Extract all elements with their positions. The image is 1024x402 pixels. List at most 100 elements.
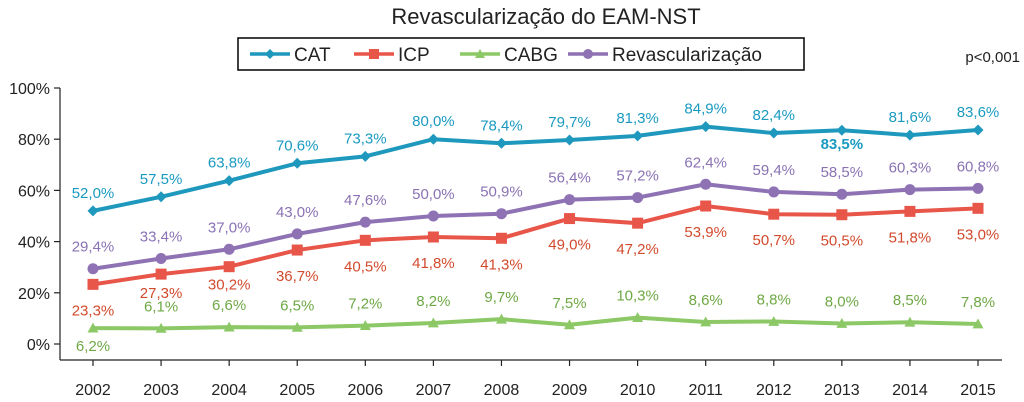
data-label-cabg: 8,2%: [416, 293, 450, 310]
data-label-revascularização: 60,8%: [957, 158, 1000, 175]
data-point-cabg: [564, 319, 576, 330]
data-label-cat: 79,7%: [548, 114, 591, 131]
x-tick-label: 2013: [824, 382, 860, 399]
data-label-cabg: 10,3%: [616, 288, 659, 305]
legend-marker-icp: [369, 49, 379, 59]
data-point-cabg: [87, 322, 99, 333]
legend-box: [237, 37, 805, 71]
data-point-cabg: [155, 322, 167, 333]
data-point-cat: [564, 134, 576, 146]
data-point-revascularização: [87, 263, 99, 275]
data-point-cabg: [836, 318, 848, 328]
legend-marker-cabg: [475, 49, 485, 58]
data-point-revascularização: [768, 186, 780, 198]
data-point-revascularização: [836, 188, 848, 200]
data-point-cat: [768, 127, 780, 139]
data-point-cat: [700, 121, 712, 133]
x-tick-label: 2008: [484, 382, 520, 399]
data-point-cat: [836, 124, 848, 136]
legend-marker-revascularização: [583, 49, 593, 59]
data-point-cat: [972, 124, 984, 136]
data-point-revascularização: [291, 228, 303, 240]
data-point-cabg: [700, 316, 712, 327]
chart-title: Revascularização do EAM-NST: [391, 4, 700, 29]
data-point-revascularização: [632, 192, 644, 204]
legend-label-cabg: CABG: [504, 45, 558, 66]
data-label-icp: 50,7%: [752, 232, 795, 249]
data-label-cabg: 8,6%: [689, 292, 723, 309]
legend-label-icp: ICP: [398, 45, 430, 66]
data-label-cat: 81,6%: [889, 109, 932, 126]
data-point-revascularização: [427, 210, 439, 222]
data-point-icp: [155, 268, 167, 280]
data-label-cat: 84,9%: [684, 101, 727, 118]
data-point-revascularização: [155, 252, 167, 264]
data-label-revascularização: 33,4%: [140, 228, 183, 245]
data-point-cat: [291, 157, 303, 169]
y-tick-label: 60%: [18, 183, 50, 200]
data-label-cabg: 8,0%: [825, 294, 859, 311]
x-axis: 2002 2003 2004 2005 2006 2007 2008 2009 2010 2011…: [60, 359, 1002, 399]
x-tick-label: 2010: [620, 382, 656, 399]
y-tick-label: 80%: [18, 132, 50, 149]
data-point-cabg: [768, 315, 780, 326]
y-tick-label: 40%: [18, 235, 50, 252]
data-point-cabg: [427, 317, 439, 328]
data-label-icp: 53,0%: [957, 226, 1000, 243]
data-label-cat: 81,3%: [616, 110, 659, 127]
data-point-icp: [564, 213, 576, 225]
data-point-icp: [427, 231, 439, 243]
data-point-icp: [359, 234, 371, 246]
data-label-icp: 51,8%: [889, 229, 932, 246]
data-point-cabg: [495, 313, 507, 324]
data-label-cabg: 7,2%: [348, 296, 382, 313]
data-point-cat: [427, 133, 439, 145]
data-point-icp: [291, 244, 303, 256]
data-point-revascularização: [700, 178, 712, 190]
data-point-icp: [700, 200, 712, 212]
data-point-icp: [632, 217, 644, 229]
data-label-icp: 50,5%: [821, 233, 864, 250]
x-tick-label: 2005: [279, 382, 315, 399]
data-label-icp: 41,3%: [480, 256, 523, 273]
data-label-cat: 83,5%: [821, 136, 864, 153]
data-point-cat: [359, 150, 371, 162]
data-point-icp: [836, 209, 848, 221]
x-tick-label: 2015: [960, 382, 996, 399]
data-label-revascularização: 50,9%: [480, 184, 523, 201]
series-line-cat: [91, 124, 980, 213]
data-label-cabg: 9,7%: [484, 289, 518, 306]
data-label-cat: 52,0%: [72, 185, 115, 202]
data-point-cat: [904, 129, 916, 141]
data-point-revascularização: [564, 194, 576, 206]
data-label-cat: 83,6%: [957, 104, 1000, 121]
data-label-icp: 23,3%: [72, 302, 115, 319]
data-point-icp: [768, 208, 780, 220]
y-axis: 0% 20% 40% 60% 80% 100%: [9, 81, 61, 360]
data-point-revascularização: [972, 182, 984, 194]
x-tick-label: 2007: [416, 382, 452, 399]
data-point-cat: [495, 137, 507, 149]
data-label-icp: 30,2%: [208, 277, 251, 294]
data-point-cabg: [632, 312, 644, 323]
data-label-cat: 73,3%: [344, 130, 387, 147]
data-label-icp: 41,8%: [412, 255, 455, 272]
data-label-icp: 47,2%: [616, 241, 659, 258]
data-label-cat: 57,5%: [140, 171, 183, 188]
data-label-revascularização: 60,3%: [889, 160, 932, 177]
data-point-revascularização: [359, 216, 371, 228]
data-label-cat: 80,0%: [412, 113, 455, 130]
data-point-cat: [155, 191, 167, 203]
data-label-revascularização: 29,4%: [72, 239, 115, 256]
y-tick-label: 0%: [27, 337, 50, 354]
series-line-icp: [91, 204, 980, 287]
data-label-revascularização: 59,4%: [752, 162, 795, 179]
x-tick-label: 2003: [143, 382, 179, 399]
data-label-icp: 49,0%: [548, 237, 591, 254]
data-point-icp: [223, 261, 235, 273]
series-line-cabg: [91, 315, 980, 331]
data-label-cabg: 8,5%: [893, 292, 927, 309]
y-tick-label: 20%: [18, 286, 50, 303]
legend: CAT ICP CABG Revascularização: [237, 37, 805, 71]
data-label-revascularização: 47,6%: [344, 192, 387, 209]
